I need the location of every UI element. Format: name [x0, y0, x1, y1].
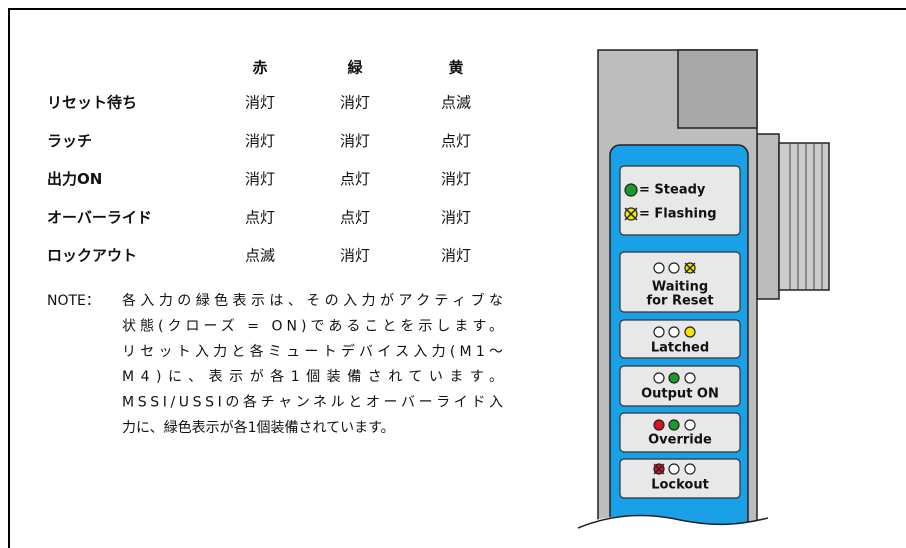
status-box [619, 412, 741, 453]
column-header: 緑 [347, 59, 363, 77]
led-off [668, 326, 680, 338]
note-line: 状態(クローズ = ON)であることを示します。 [122, 318, 503, 334]
frame [8, 8, 906, 548]
flash-mark [684, 262, 696, 274]
cut-mask [570, 515, 770, 548]
column-header: 黄 [448, 59, 463, 77]
cell: 消灯 [441, 247, 471, 265]
row-label: オーバーライド [47, 208, 152, 226]
cell: 消灯 [245, 170, 275, 188]
status-label: Override [648, 433, 712, 448]
status-label: Lockout [651, 478, 709, 493]
flash-mark [653, 463, 665, 475]
status-box [619, 251, 741, 313]
status-label: Output ON [641, 387, 719, 402]
cell: 消灯 [441, 170, 471, 188]
connector-ridges [789, 143, 823, 290]
row-label: 出力ON [47, 170, 102, 188]
cell: 消灯 [245, 132, 275, 150]
led-off [653, 372, 665, 384]
cell: 点灯 [340, 170, 370, 188]
connector-base [756, 133, 780, 300]
cell: 点灯 [245, 208, 275, 226]
cell: 消灯 [441, 208, 471, 226]
note-label: NOTE： [47, 293, 100, 309]
led-off [684, 372, 696, 384]
note-line: 各入力の緑色表示は、その入力がアクティブな [122, 292, 503, 309]
cell: 消灯 [340, 247, 370, 265]
note-line: 力に、緑色表示が各1個装備されています。 [122, 419, 395, 436]
legend-steady: = Steady [639, 183, 706, 198]
cell: 消灯 [340, 132, 370, 150]
led-red [653, 419, 665, 431]
led-green [668, 372, 680, 384]
connector [778, 142, 830, 291]
flash-mark [624, 207, 638, 221]
legend-flashing: = Flashing [639, 207, 717, 222]
note-line: MSSI/USSIの各チャンネルとオーバーライド入 [122, 395, 503, 411]
status-box [619, 458, 741, 499]
status-label: Waiting [652, 280, 708, 295]
status-box [619, 319, 741, 359]
note-line: M4)に、表示が各1個装備されています。 [122, 369, 503, 385]
led-off [653, 262, 665, 274]
device-cap [677, 49, 758, 129]
status-box [619, 365, 741, 407]
row-label: リセット待ち [47, 94, 137, 112]
cell: 点滅 [441, 94, 471, 112]
led-green [624, 183, 638, 197]
led-off [668, 262, 680, 274]
status-label: for Reset [646, 294, 713, 309]
led-off [668, 463, 680, 475]
cell: 消灯 [245, 94, 275, 112]
row-label: ロックアウト [47, 247, 137, 265]
cell: 消灯 [340, 94, 370, 112]
column-header: 赤 [252, 59, 267, 77]
state-table: 赤緑黄リセット待ち 消灯 消灯 点滅ラッチ 消灯 消灯 点灯出力ON 消灯 点灯 消灯オーバーライ… [47, 59, 471, 265]
status-label: Latched [651, 341, 709, 356]
led-off [684, 419, 696, 431]
cell: 点灯 [340, 208, 370, 226]
note-line: リセット入力と各ミュートデバイス入力(M1～ [122, 343, 503, 360]
device: = Steady = Flashing Waiting for Reset La… [570, 49, 830, 548]
cut-line [577, 514, 769, 529]
led-green [668, 419, 680, 431]
legend-box [619, 165, 741, 236]
cell: 点灯 [441, 132, 471, 150]
led-off [653, 326, 665, 338]
row-label: ラッチ [47, 132, 92, 150]
cell: 点滅 [245, 247, 275, 265]
led-off [684, 463, 696, 475]
led-yellow [684, 326, 696, 338]
